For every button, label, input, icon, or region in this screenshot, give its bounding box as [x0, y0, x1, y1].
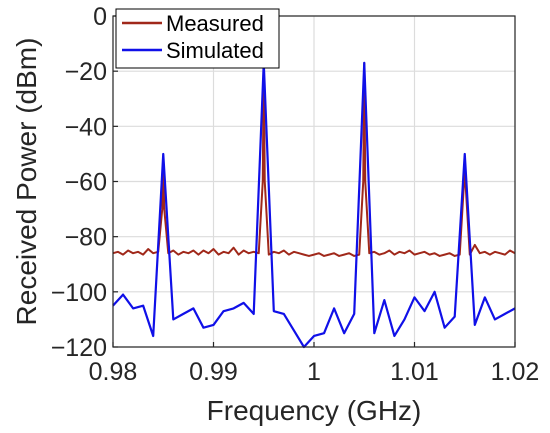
y-tick-label: −40: [65, 113, 107, 141]
x-tick-label: 0.98: [89, 358, 138, 386]
y-tick-label: 0: [93, 3, 107, 31]
legend: Measured Simulated: [115, 8, 280, 69]
x-axis-ticks: 0.98 0.99 1 1.01 1.02: [89, 342, 540, 386]
x-tick-label: 0.99: [189, 358, 238, 386]
x-tick-label: 1: [307, 358, 321, 386]
y-tick-label: −120: [51, 334, 107, 362]
x-tick-label: 1.01: [390, 358, 439, 386]
y-tick-label: −20: [65, 58, 107, 86]
series-line-simulated: [112, 61, 516, 349]
x-tick-label: 1.02: [491, 358, 540, 386]
y-tick-label: −100: [51, 279, 107, 307]
x-axis-label: Frequency (GHz): [207, 395, 422, 426]
series-layer: [112, 61, 516, 349]
legend-box: [115, 8, 280, 69]
legend-label-simulated: Simulated: [166, 38, 264, 63]
series-line-measured: [112, 61, 516, 257]
y-axis-label: Received Power (dBm): [11, 38, 42, 326]
y-axis-ticks: −120 −100 −80 −60 −40 −20 0: [51, 3, 118, 362]
y-tick-label: −60: [65, 169, 107, 197]
legend-label-measured: Measured: [166, 11, 264, 36]
y-tick-label: −80: [65, 224, 107, 252]
